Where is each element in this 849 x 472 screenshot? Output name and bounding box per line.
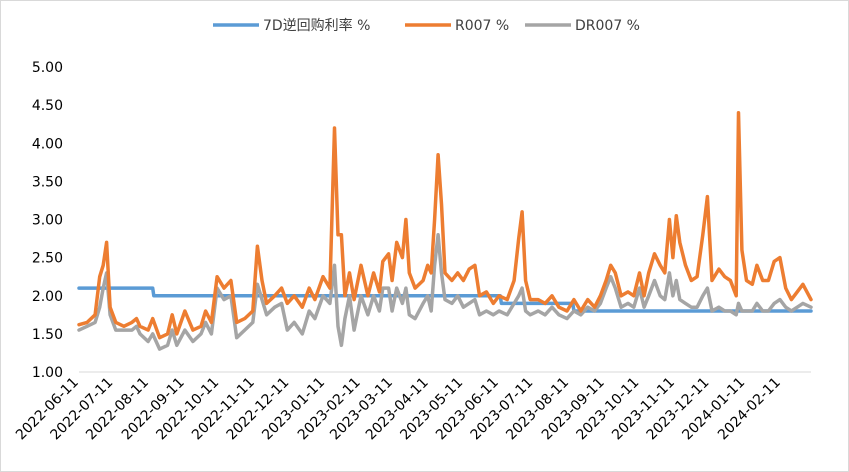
- legend-label: 7D逆回购利率 %: [263, 17, 370, 34]
- y-tick-label: 1.00: [32, 365, 63, 381]
- y-tick-label: 4.50: [32, 98, 63, 114]
- y-axis: 1.00 1.50 2.00 2.50 3.00 3.50 4.00 4.50 5.00: [32, 60, 63, 381]
- y-tick-label: 3.00: [32, 213, 63, 229]
- y-tick-label: 5.00: [32, 60, 63, 76]
- y-tick-label: 4.00: [32, 136, 63, 152]
- y-tick-label: 1.50: [32, 327, 63, 343]
- x-axis: 2022-06-112022-07-112022-08-112022-09-11…: [13, 371, 811, 443]
- y-tick-label: 2.50: [32, 251, 63, 267]
- plot-area: [77, 111, 813, 351]
- y-tick-label: 2.00: [32, 289, 63, 305]
- legend: 7D逆回购利率 % R007 % DR007 %: [213, 17, 640, 34]
- legend-label: R007 %: [455, 18, 509, 34]
- y-tick-label: 3.50: [32, 174, 63, 190]
- series-line-2: [77, 233, 813, 351]
- legend-label: DR007 %: [575, 18, 640, 34]
- series-line-1: [77, 111, 813, 340]
